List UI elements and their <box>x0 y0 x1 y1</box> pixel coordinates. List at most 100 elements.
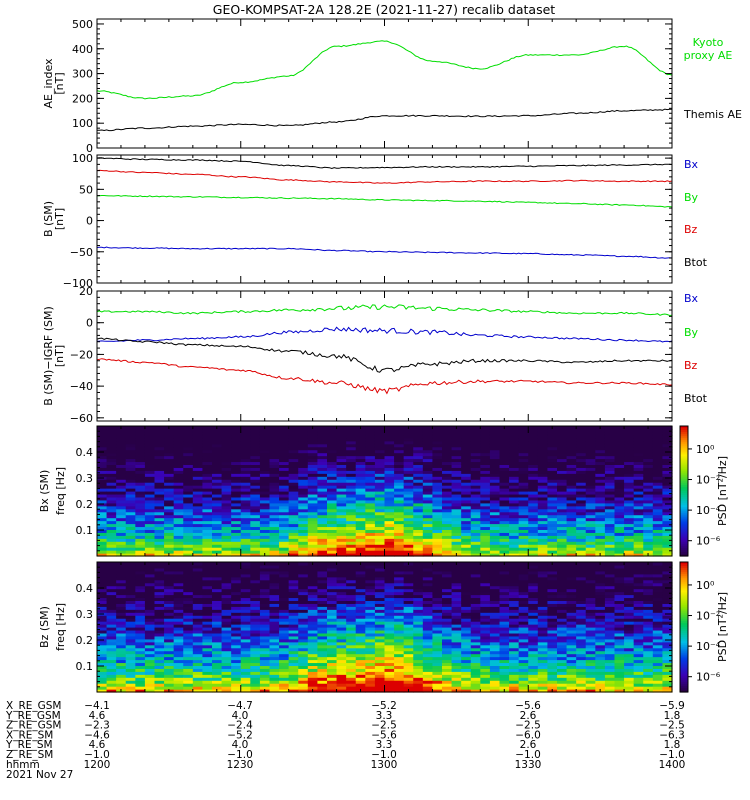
spectrogram-cell <box>250 668 261 672</box>
spectrogram-cell <box>413 479 424 483</box>
spectrogram-cell <box>355 629 366 634</box>
spectrogram-cell <box>125 511 136 516</box>
spectrogram-cell <box>403 458 414 463</box>
spectrogram-cell <box>422 647 434 652</box>
spectrogram-cell <box>595 547 606 551</box>
spectrogram-cell <box>346 508 357 513</box>
spectrogram-cell <box>461 567 472 572</box>
spectrogram-cell <box>422 511 434 516</box>
spectrogram-cell <box>250 440 261 445</box>
spectrogram-cell <box>566 452 577 457</box>
spectrogram-cell <box>202 426 213 430</box>
spectrogram-cell <box>279 662 290 666</box>
spectrogram-cell <box>461 517 472 522</box>
spectrogram-cell <box>192 612 204 616</box>
spectrogram-cell <box>585 458 596 463</box>
spectrogram-cell <box>327 440 338 445</box>
spectrogram-cell <box>365 479 376 483</box>
spectrogram-cell <box>288 618 299 622</box>
spectrogram-cell <box>202 553 213 557</box>
spectrogram-cell <box>173 635 184 640</box>
spectrogram-cell <box>432 662 443 666</box>
spectrogram-cell <box>355 502 366 507</box>
spectrogram-cell <box>643 547 654 551</box>
spectrogram-cell <box>346 644 357 649</box>
spectrogram-cell <box>164 686 175 690</box>
spectrogram-cell <box>604 446 616 451</box>
spectrogram-cell <box>307 606 319 610</box>
spectrogram-cell <box>202 635 213 640</box>
spectrogram-cell <box>221 615 232 619</box>
spectrogram-cell <box>269 591 280 596</box>
spectrogram-cell <box>154 431 165 436</box>
spectrogram-cell <box>192 473 204 477</box>
spectrogram-cell <box>173 647 184 652</box>
spectrogram-cell <box>317 683 328 687</box>
spectrogram-cell <box>327 671 338 675</box>
spectrogram-cell <box>537 502 549 507</box>
spectrogram-cell <box>307 573 319 578</box>
spectrogram-cell <box>298 426 309 430</box>
spectrogram-cell <box>346 680 357 684</box>
spectrogram-cell <box>183 538 194 542</box>
spectrogram-cell <box>125 635 136 640</box>
colorbar-segment <box>680 515 688 519</box>
spectrogram-cell <box>365 493 376 498</box>
spectrogram-cell <box>240 585 251 590</box>
spectrogram-cell <box>403 647 414 652</box>
spectrogram-cell <box>537 464 549 468</box>
spectrogram-cell <box>394 443 405 448</box>
spectrogram-cell <box>212 567 223 572</box>
spectrogram-cell <box>231 538 242 542</box>
spectrogram-cell <box>250 644 261 649</box>
spectrogram-cell <box>279 585 290 590</box>
spectrogram-cell <box>106 653 117 658</box>
spectrogram-cell <box>125 508 136 513</box>
spectrogram-cell <box>374 683 386 687</box>
spectrogram-cell <box>365 665 376 669</box>
spectrogram-cell <box>298 606 309 610</box>
spectrogram-cell <box>355 485 366 489</box>
spectrogram-cell <box>509 440 520 445</box>
spectrogram-cell <box>173 624 184 628</box>
spectrogram-cell <box>288 470 299 474</box>
spectrogram-cell <box>240 428 251 433</box>
spectrogram-cell <box>394 547 405 551</box>
spectrogram-cell <box>288 689 299 693</box>
spectrogram-cell <box>624 488 635 492</box>
spectrogram-cell <box>221 535 232 539</box>
spectrogram-cell <box>403 624 414 628</box>
spectrogram-cell <box>279 455 290 460</box>
spectrogram-cell <box>125 603 136 607</box>
spectrogram-cell <box>365 544 376 548</box>
spectrogram-cell <box>135 538 146 542</box>
spectrogram-cell <box>125 624 136 628</box>
spectrogram-cell <box>164 629 175 634</box>
spectrogram-cell <box>231 588 242 593</box>
spectrogram-cell <box>480 502 491 507</box>
spectrogram-cell <box>499 499 510 504</box>
spectrogram-cell <box>633 443 644 448</box>
spectrogram-cell <box>585 434 596 439</box>
spectrogram-cell <box>576 508 587 513</box>
spectrogram-cell <box>298 653 309 658</box>
spectrogram-cell <box>403 573 414 578</box>
spectrogram-cell <box>547 434 558 439</box>
colorbar-segment <box>680 543 688 547</box>
spectrogram-cell <box>518 488 529 492</box>
spectrogram-cell <box>643 550 654 554</box>
spectrogram-cell <box>489 523 501 528</box>
spectrogram-cell <box>461 464 472 468</box>
spectrogram-cell <box>547 464 558 468</box>
spectrogram-cell <box>221 603 232 607</box>
spectrogram-cell <box>662 547 673 551</box>
spectrogram-cell <box>403 686 414 690</box>
spectrogram-cell <box>403 641 414 646</box>
spectrogram-cell <box>250 449 261 454</box>
spectrogram-cell <box>298 544 309 548</box>
spectrogram-cell <box>451 529 462 533</box>
spectrogram-cell <box>173 683 184 687</box>
spectrogram-cell <box>135 467 146 471</box>
spectrogram-cell <box>432 532 443 536</box>
spectrogram-cell <box>662 529 673 533</box>
